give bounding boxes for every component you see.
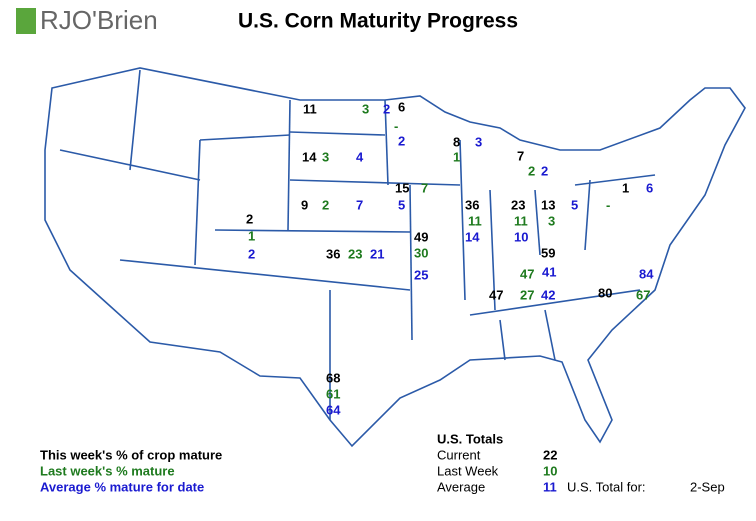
state-value: 1: [248, 228, 255, 243]
state-value: 4: [356, 149, 364, 164]
state-value: 36: [326, 246, 340, 261]
border: [469, 289, 641, 316]
state-value: 2: [528, 163, 535, 178]
state-value: 10: [514, 229, 528, 244]
state-value: 42: [541, 287, 555, 302]
legend-entry: Last week's % mature: [40, 463, 175, 478]
state-value: 30: [414, 245, 428, 260]
state-value: 14: [465, 229, 480, 244]
totals-value: 22: [543, 447, 557, 462]
state-value: 7: [356, 197, 363, 212]
state-value: 2: [246, 211, 253, 226]
state-value: 49: [414, 229, 428, 244]
state-value: 5: [398, 197, 405, 212]
border: [194, 139, 201, 266]
us-outline: [44, 67, 746, 448]
legend-entry: Average % mature for date: [40, 479, 204, 494]
border: [409, 184, 413, 341]
border: [584, 179, 591, 251]
border: [287, 99, 291, 231]
state-value: 5: [571, 197, 578, 212]
border: [129, 69, 141, 171]
state-value: 3: [475, 134, 482, 149]
state-value: 21: [370, 246, 384, 261]
state-value: -: [394, 118, 398, 133]
state-value: 7: [517, 148, 524, 163]
totals-value: 10: [543, 463, 557, 478]
legend-entry: This week's % of crop mature: [40, 447, 222, 462]
state-value: 41: [542, 264, 556, 279]
state-value: 14: [302, 149, 317, 164]
date: 2-Sep: [690, 479, 725, 494]
state-value: 67: [636, 287, 650, 302]
totals-label: Average: [437, 479, 485, 494]
border: [574, 174, 656, 186]
state-value: 3: [362, 101, 369, 116]
state-value: 15: [395, 180, 409, 195]
state-value: 59: [541, 245, 555, 260]
state-value: 23: [511, 197, 525, 212]
state-value: 7: [421, 180, 428, 195]
totals-value: 11: [543, 479, 557, 494]
state-value: 25: [414, 267, 428, 282]
state-value: 3: [322, 149, 329, 164]
state-value: 2: [398, 133, 405, 148]
state-value: 68: [326, 370, 340, 385]
border: [544, 309, 556, 361]
border: [384, 99, 389, 186]
totals-label: Current: [437, 447, 481, 462]
state-value: 84: [639, 266, 654, 281]
state-value: 6: [646, 180, 653, 195]
state-value: 1: [622, 180, 629, 195]
border: [59, 149, 201, 181]
state-value: 13: [541, 197, 555, 212]
state-value: 11: [468, 213, 482, 228]
border: [289, 131, 386, 136]
state-value: 27: [520, 287, 534, 302]
logo-mark: [16, 8, 36, 34]
totals-label: Last Week: [437, 463, 499, 478]
border: [289, 179, 461, 186]
state-value: 47: [489, 287, 503, 302]
state-value: 11: [514, 213, 528, 228]
state-value: 2: [322, 197, 329, 212]
border: [499, 319, 506, 361]
state-value: 6: [398, 99, 405, 114]
state-value: 47: [520, 266, 534, 281]
border: [119, 259, 411, 291]
border: [214, 229, 411, 233]
border: [489, 189, 496, 311]
title: U.S. Corn Maturity Progress: [238, 10, 518, 33]
state-value: 2: [541, 163, 548, 178]
logo: RJO'Brien: [40, 5, 158, 35]
state-value: 61: [326, 386, 340, 401]
state-value: 64: [326, 402, 341, 417]
state-value: 2: [248, 246, 255, 261]
totals: U.S. Totals U.S. Total for: 2-Sep Curren…: [437, 431, 725, 494]
state-value: -: [606, 197, 610, 212]
state-value: 9: [301, 197, 308, 212]
date-label: U.S. Total for:: [567, 479, 646, 494]
border: [459, 139, 466, 301]
state-value: 36: [465, 197, 479, 212]
us-map: [44, 67, 746, 448]
border: [534, 189, 541, 256]
state-value: 23: [348, 246, 362, 261]
state-value: 80: [598, 285, 612, 300]
totals-title: U.S. Totals: [437, 431, 503, 446]
state-value: 1: [453, 149, 460, 164]
state-value: 2: [383, 101, 390, 116]
state-value: 3: [548, 213, 555, 228]
state-value: 11: [303, 101, 317, 116]
border: [199, 134, 291, 141]
state-value: 8: [453, 134, 460, 149]
